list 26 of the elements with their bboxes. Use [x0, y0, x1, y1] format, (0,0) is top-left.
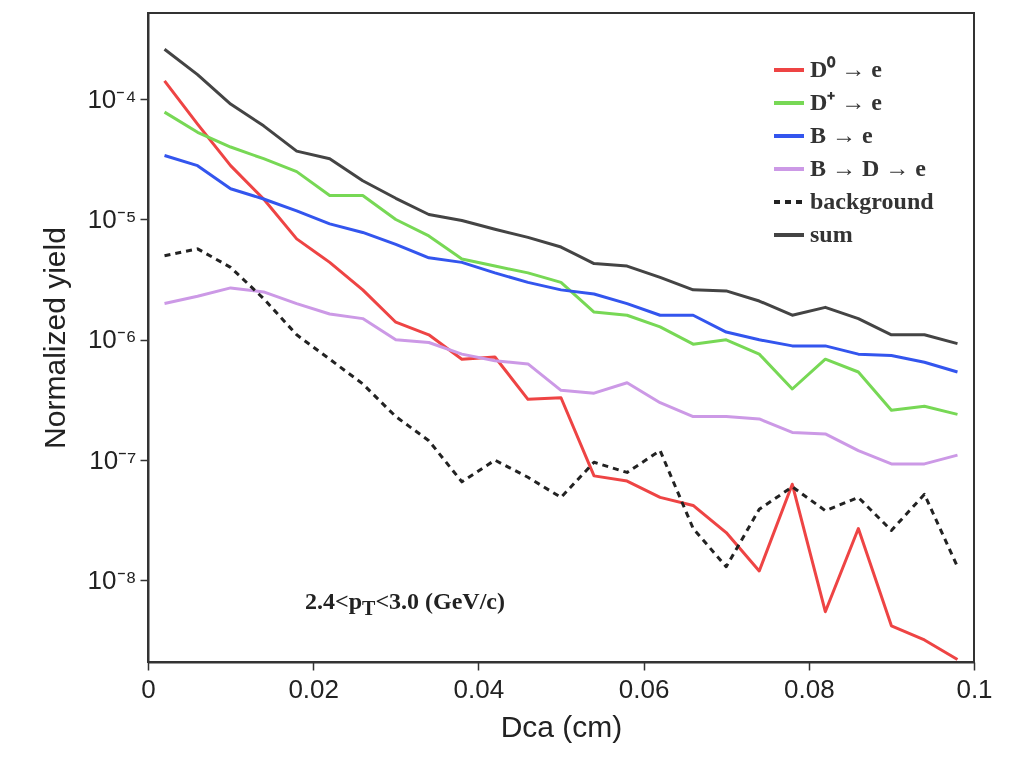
x-tick-label: 0.1 [956, 673, 993, 704]
y-tick-label: 10⁻⁷ [89, 444, 137, 475]
y-tick-label: 10⁻⁵ [87, 203, 137, 234]
x-tick-label: 0.04 [453, 673, 505, 704]
line-series [163, 110, 959, 416]
x-tick-label: 0.08 [784, 673, 835, 704]
line-series [163, 154, 959, 374]
legend-label: B → e [810, 122, 874, 148]
y-tick-label: 10⁻⁸ [87, 564, 137, 595]
annotation: 2.4<p$_{T}$<3.0 (GeV/c) [305, 588, 506, 620]
line-series [163, 286, 959, 466]
legend-label: D⁰ → e [810, 56, 883, 82]
x-tick-label: 0 [141, 673, 156, 704]
line-series [163, 47, 959, 346]
y-axis-title: Normalized yield [38, 227, 72, 449]
legend-label: sum [810, 221, 853, 247]
legend-label: D⁺ → e [810, 89, 883, 115]
y-tick-label: 10⁻⁴ [87, 83, 137, 114]
line-series [163, 79, 959, 662]
x-axis-title: Dca (cm) [500, 709, 623, 743]
line-series [163, 247, 959, 569]
legend-label: background [810, 188, 935, 214]
legend-label: B → D → e [810, 155, 927, 181]
y-tick-label: 10⁻⁶ [87, 324, 137, 355]
x-tick-label: 0.02 [288, 673, 339, 704]
x-tick-label: 0.06 [618, 673, 670, 704]
